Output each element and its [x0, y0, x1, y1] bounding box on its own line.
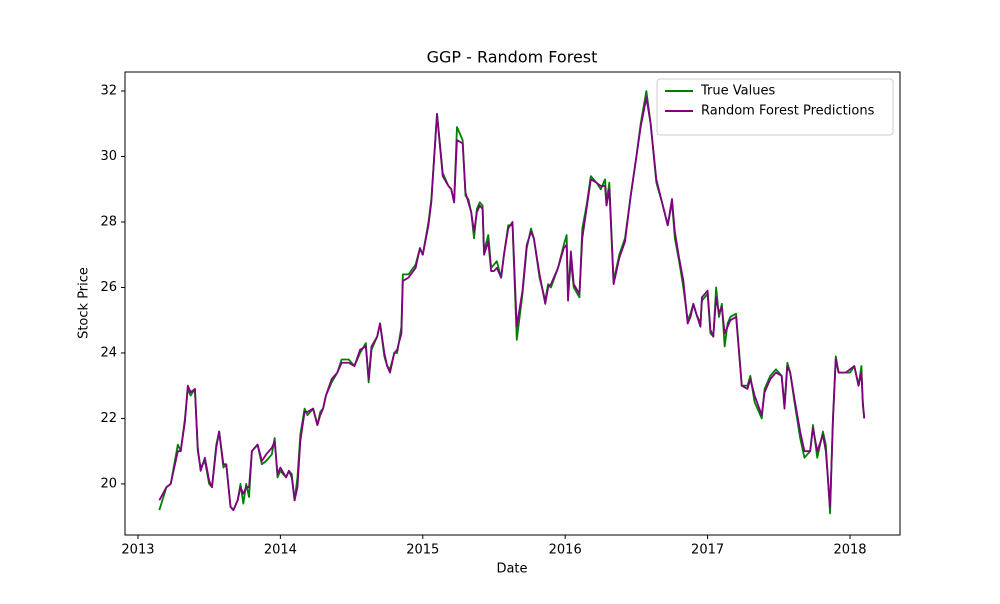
legend-label: Random Forest Predictions: [701, 104, 875, 119]
legend-box: [656, 78, 894, 136]
y-tick-label: 24: [100, 345, 117, 360]
y-tick-label: 32: [100, 83, 117, 98]
y-tick-label: 26: [100, 280, 117, 295]
x-tick-label: 2016: [549, 543, 582, 558]
x-tick-label: 2017: [691, 543, 724, 558]
x-tick-label: 2013: [121, 543, 154, 558]
x-tick-label: 2018: [833, 543, 866, 558]
line: [158, 96, 866, 512]
y-tick-label: 20: [100, 476, 117, 491]
y-axis-label: Stock Price: [77, 267, 92, 339]
y-tick-label: 22: [100, 411, 117, 426]
x-axis-label: Date: [496, 562, 527, 577]
y-tick-label: 28: [100, 214, 117, 229]
x-tick-label: 2015: [406, 543, 439, 558]
chart-title: GGP - Random Forest: [427, 48, 598, 67]
legend-label: True Values: [700, 84, 775, 99]
x-tick-label: 2014: [264, 543, 297, 558]
plot-frame: [124, 71, 901, 536]
y-tick-label: 30: [100, 149, 117, 164]
